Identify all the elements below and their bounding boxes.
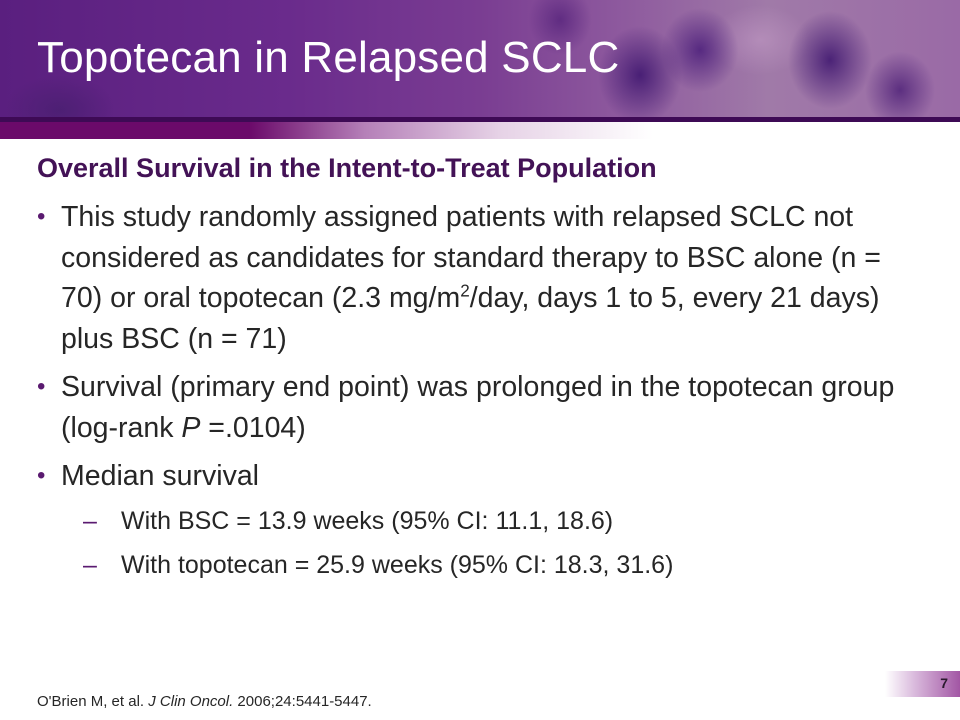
sub-bullet-bsc: – With BSC = 13.9 weeks (95% CI: 11.1, 1… <box>61 499 917 543</box>
bullet-text: This study randomly assigned patients wi… <box>61 201 881 314</box>
citation-journal: J Clin Oncol. <box>148 693 234 710</box>
bullet-study-design: • This study randomly assigned patients … <box>37 197 917 359</box>
bullet-text: Survival (primary end point) was prolong… <box>61 371 895 444</box>
bullet-survival: • Survival (primary end point) was prolo… <box>37 367 917 448</box>
bullet-text-cont: /day, days 1 to 5, every 21 days) plus B… <box>61 282 880 355</box>
bullet-median-survival: • Median survival – With BSC = 13.9 week… <box>37 456 917 587</box>
bullet-icon: • <box>37 462 46 489</box>
header-divider <box>0 117 960 122</box>
slide-subtitle: Overall Survival in the Intent-to-Treat … <box>37 153 657 183</box>
p-value-label: P <box>181 411 201 444</box>
sub-bullet-text: With topotecan = 25.9 weeks (95% CI: 18.… <box>121 550 674 579</box>
superscript: 2 <box>460 281 470 301</box>
bullet-text-cont: =.0104) <box>200 411 306 444</box>
page-number: 7 <box>940 675 948 691</box>
sub-bullet-list: – With BSC = 13.9 weeks (95% CI: 11.1, 1… <box>61 499 917 587</box>
slide-title: Topotecan in Relapsed SCLC <box>37 33 620 82</box>
header-banner <box>0 0 960 120</box>
bullet-text: Median survival <box>61 460 259 492</box>
sub-bullet-topotecan: – With topotecan = 25.9 weeks (95% CI: 1… <box>61 543 917 587</box>
dash-icon: – <box>83 506 97 535</box>
bullet-list: • This study randomly assigned patients … <box>37 197 917 595</box>
bullet-icon: • <box>37 203 46 230</box>
page-number-badge: 7 <box>885 671 960 697</box>
header-gradient-bar <box>0 122 960 139</box>
dash-icon: – <box>83 550 97 579</box>
sub-bullet-text: With BSC = 13.9 weeks (95% CI: 11.1, 18.… <box>121 506 614 535</box>
citation-details: 2006;24:5441-5447. <box>233 693 372 710</box>
citation: O'Brien M, et al. J Clin Oncol. 2006;24:… <box>37 693 372 710</box>
citation-authors: O'Brien M, et al. <box>37 693 149 710</box>
bullet-icon: • <box>37 373 46 400</box>
